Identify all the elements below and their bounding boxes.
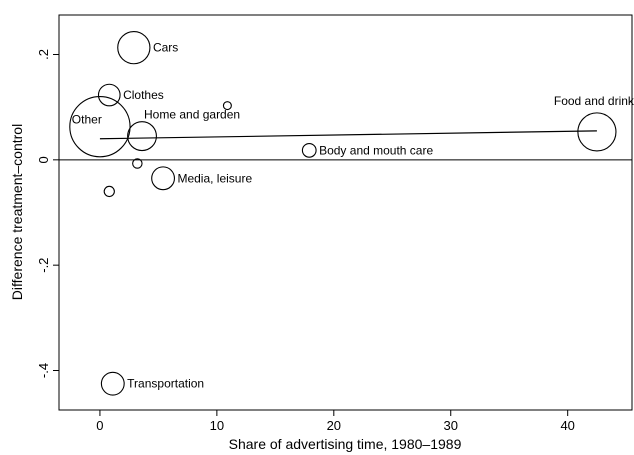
point-label: Body and mouth care: [319, 143, 433, 157]
fit-line-layer: [99, 130, 597, 140]
x-tick-label: 30: [444, 418, 458, 433]
point-labels-layer: Cars Clothes Food and drinks Other Home and …: [72, 41, 634, 391]
x-tick-label: 0: [96, 418, 103, 433]
plot-frame: [58, 14, 633, 411]
bubble-point: [577, 112, 617, 152]
y-tick-label: .2: [36, 49, 51, 60]
bubble-point: [97, 83, 121, 107]
fit-line: [99, 130, 597, 140]
point-label: Media, leisure: [177, 171, 252, 185]
bubble-point: [100, 371, 125, 396]
x-tick-label: 40: [560, 418, 574, 433]
x-axis-title: Share of advertising time, 1980–1989: [229, 436, 462, 452]
bubble-point: [301, 142, 317, 158]
point-label: Home and garden: [144, 108, 240, 122]
x-tick-label: 10: [210, 418, 224, 433]
bubble-point: [69, 95, 131, 158]
bubble-point: [117, 31, 151, 65]
points-layer: [69, 31, 617, 396]
point-label: Transportation: [127, 377, 204, 391]
y-axis-title: Difference treatment–control: [9, 124, 25, 300]
point-label: Clothes: [123, 88, 164, 102]
y-tick-label: 0: [36, 156, 51, 163]
bubble-point: [132, 158, 143, 169]
bubble-point: [222, 101, 232, 111]
bubble-point: [103, 185, 115, 198]
point-label: Other: [72, 113, 102, 127]
y-axis: .2 0 -.2 -.4: [36, 49, 59, 378]
x-axis: 0 10 20 30 40: [96, 410, 575, 433]
bubble-point: [127, 121, 157, 152]
point-label: Cars: [153, 41, 178, 55]
y-tick-label: -.4: [36, 363, 51, 378]
bubble-point: [151, 166, 176, 191]
point-label: Food and drinks: [554, 94, 634, 108]
x-tick-label: 20: [327, 418, 341, 433]
y-tick-label: -.2: [36, 258, 51, 273]
